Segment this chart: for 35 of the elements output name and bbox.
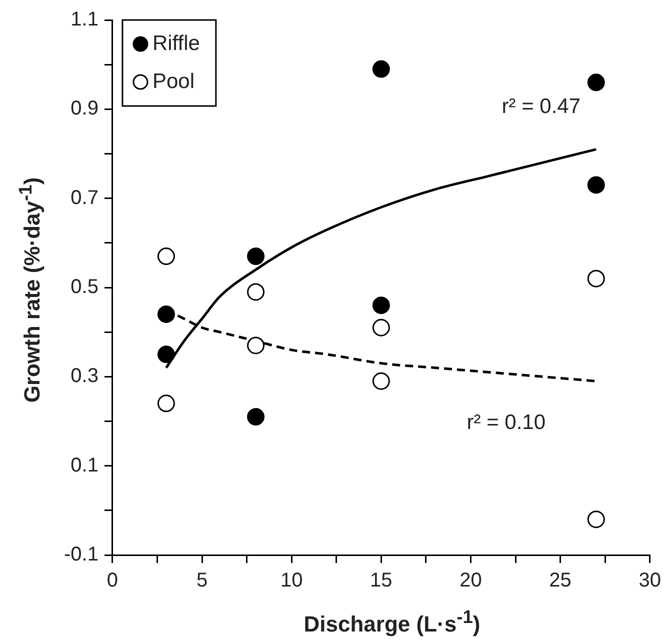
point xyxy=(587,176,605,194)
legend-label: Riffle xyxy=(152,32,200,55)
y-tick-label: 1.1 xyxy=(70,8,98,31)
point xyxy=(372,372,390,390)
point xyxy=(247,336,265,354)
point xyxy=(587,74,605,92)
y-tick-label: -0.1 xyxy=(64,544,98,566)
point xyxy=(247,283,265,301)
point xyxy=(247,248,265,266)
y-tick-label: 0.9 xyxy=(70,98,98,120)
annotation: r² = 0.47 xyxy=(502,95,581,118)
x-tick-label: 20 xyxy=(460,570,482,592)
x-tick-label: 10 xyxy=(280,570,303,592)
y-tick-label: 0.5 xyxy=(70,276,98,298)
point xyxy=(247,408,265,426)
point xyxy=(372,60,390,78)
point xyxy=(157,306,175,323)
y-tick-label: 0.3 xyxy=(70,365,98,388)
point xyxy=(157,394,175,412)
annotation: r² = 0.10 xyxy=(466,410,546,434)
y-tick-label: 0.7 xyxy=(70,186,98,209)
y-tick-label: 0.1 xyxy=(70,454,98,476)
point xyxy=(157,346,175,364)
x-tick-label: 30 xyxy=(638,570,661,592)
point xyxy=(587,270,605,288)
legend-label: Pool xyxy=(152,70,194,93)
x-tick-label: 15 xyxy=(370,570,392,592)
x-tick-label: 5 xyxy=(196,570,208,592)
point xyxy=(157,248,175,266)
point xyxy=(372,296,390,314)
x-axis-title: Discharge (L·s$^{-1}$) xyxy=(302,606,482,638)
point xyxy=(372,318,390,336)
x-tick-label: 25 xyxy=(549,570,572,592)
point xyxy=(587,510,605,528)
x-tick-label: 0 xyxy=(106,570,118,592)
